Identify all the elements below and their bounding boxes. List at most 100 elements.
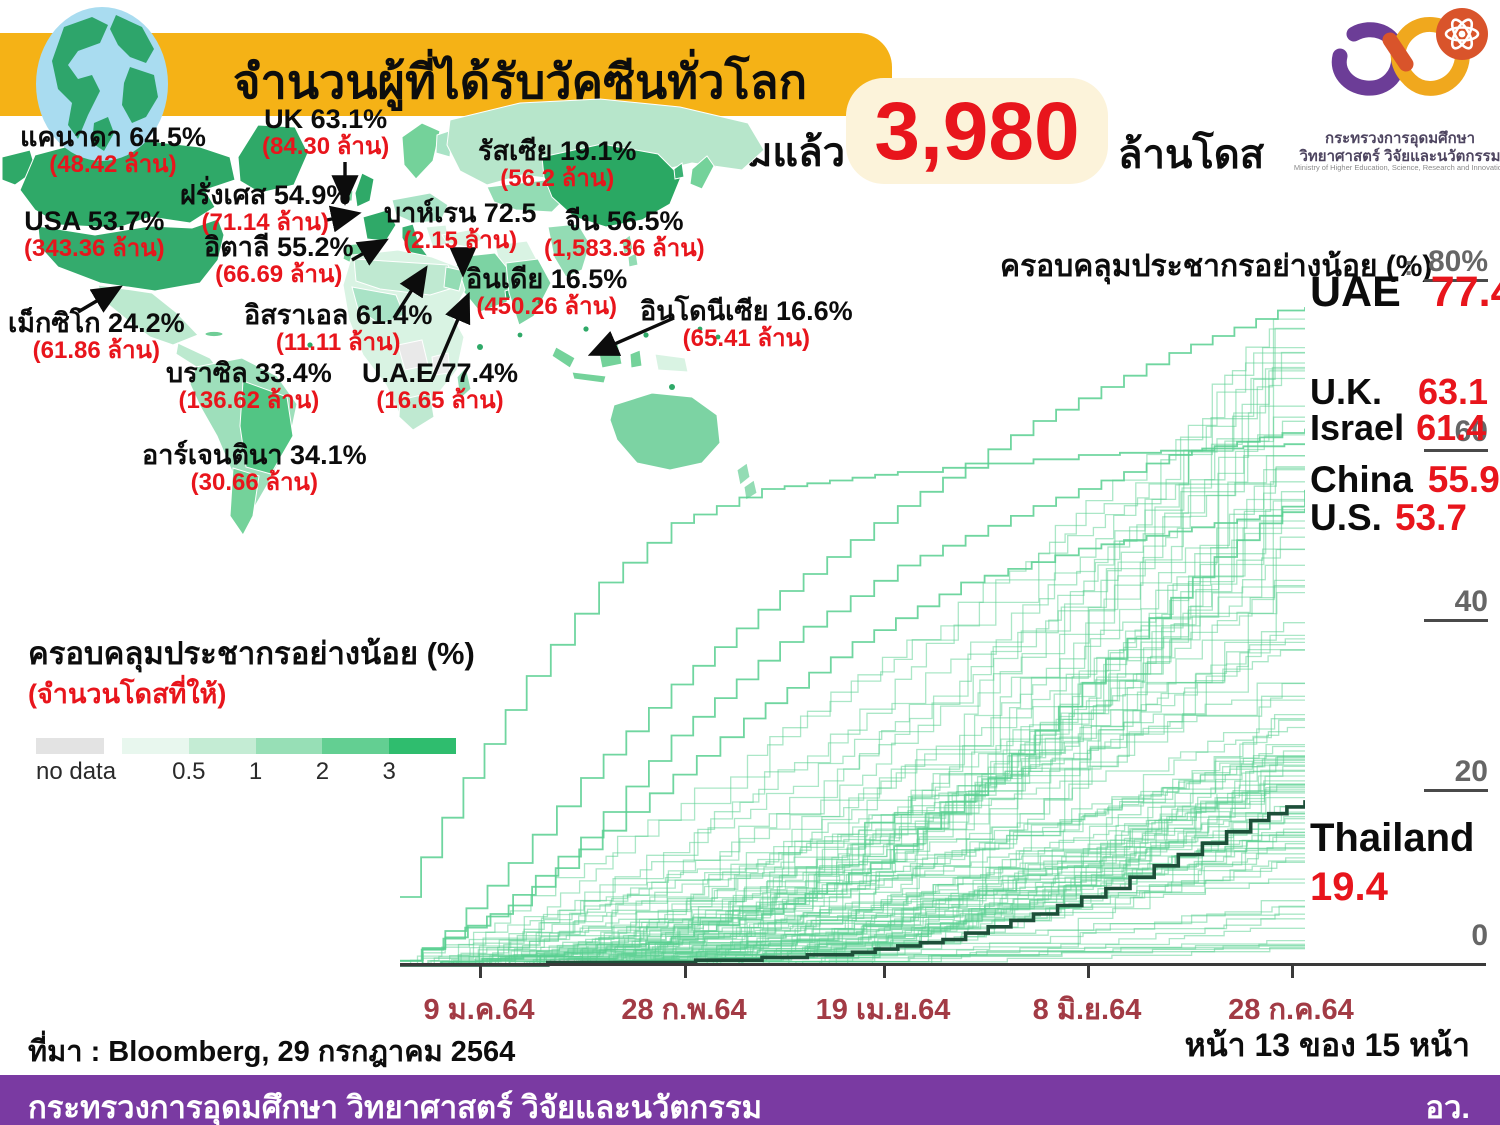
globe-icon (36, 7, 168, 161)
logo-text-line1: กระทรวงการอุดมศึกษา (1325, 130, 1475, 147)
country-doses: (16.65 ล้าน) (376, 387, 504, 415)
chart-line (425, 362, 1305, 966)
country-name: อินเดีย 16.5% (466, 264, 628, 294)
callout-country: Thailand (1310, 816, 1475, 860)
country-doses: (71.14 ล้าน) (201, 209, 329, 237)
legend-color-segment (122, 738, 189, 754)
legend-tick-3: 3 (382, 758, 396, 785)
footer-abbreviation: อว. (1425, 1090, 1470, 1125)
map-label-canada: แคนาดา 64.5% (48.42 ล้าน) (20, 122, 206, 179)
map-label-argentina: อาร์เจนตินา 34.1% (30.66 ล้าน) (142, 440, 367, 497)
chart-line (746, 780, 1305, 966)
legend-tick-2: 2 (315, 758, 330, 785)
y-tick-60: 60 (1424, 415, 1488, 452)
chart-line (514, 509, 1305, 966)
total-suffix: ล้านโดส (1118, 133, 1265, 177)
chart-line (400, 443, 1305, 898)
callout-us: U.S. 53.7 (1310, 497, 1467, 539)
country-doses: (343.36 ล้าน) (24, 235, 165, 263)
map-label-indonesia: อินโดนีเซีย 16.6% (65.41 ล้าน) (640, 296, 853, 353)
callout-country: U.K. (1310, 371, 1382, 412)
country-name: USA 53.7% (24, 206, 165, 236)
country-name: อิตาลี 55.2% (204, 232, 354, 262)
page-indicator: หน้า 13 ของ 15 หน้า (1184, 1027, 1470, 1063)
country-name: บาห์เรน 72.5 (384, 198, 537, 228)
map-label-china: จีน 56.5% (1,583.36 ล้าน) (544, 206, 705, 263)
chart-line (438, 784, 1305, 966)
x-tickmark (479, 965, 482, 978)
y-tick-0: 0 (1471, 919, 1488, 952)
chart-line (419, 648, 1305, 966)
x-tick-label: 8 มิ.ย.64 (1032, 994, 1142, 1026)
country-name: รัสเซีย 19.1% (478, 136, 637, 166)
callout-thailand: Thailand 19.4 (1310, 816, 1474, 910)
callout-country: China (1310, 459, 1413, 500)
map-label-india: อินเดีย 16.5% (450.26 ล้าน) (466, 264, 627, 321)
map-label-israel: อิสราเอล 61.4% (11.11 ล้าน) (244, 300, 432, 357)
chart-line (428, 434, 1305, 965)
country-doses: (66.69 ล้าน) (215, 261, 343, 289)
map-argentina (229, 467, 260, 536)
callout-value: 61.4 (1416, 407, 1487, 448)
country-name: เม็กซิโก 24.2% (8, 308, 185, 338)
y-tick-80%: 80% (1424, 245, 1488, 282)
vaccination-line-chart (400, 307, 1305, 967)
chart-line (432, 366, 1305, 966)
x-tickmark (1291, 965, 1294, 978)
callout-israel: Israel 61.4 (1310, 407, 1486, 449)
country-name: อาร์เจนตินา 34.1% (142, 440, 367, 470)
callout-value: 63.1 (1418, 371, 1489, 412)
footer-ministry-name: กระทรวงการอุดมศึกษา วิทยาศาสตร์ วิจัยและ… (28, 1090, 763, 1125)
source-text: ที่มา : Bloomberg, 29 กรกฎาคม 2564 (28, 1036, 516, 1068)
y-tick-40: 40 (1424, 585, 1488, 622)
country-doses: (65.41 ล้าน) (682, 325, 810, 353)
x-tick-label: 28 ก.พ.64 (621, 994, 747, 1026)
footer-bar (0, 1075, 1500, 1125)
arrow-indonesia (587, 316, 675, 356)
map-arrows (77, 162, 675, 381)
arrow-israel (392, 265, 428, 319)
country-doses: (61.86 ล้าน) (32, 337, 160, 365)
page-title: จำนวนผู้ที่ได้รับวัคซีนทั่วโลก (232, 55, 808, 108)
chart-line (410, 564, 1305, 966)
chart-line (416, 346, 1305, 966)
chart-line (563, 416, 1305, 966)
chart-line (478, 420, 1305, 965)
country-name: บราซิล 33.4% (166, 358, 332, 388)
country-doses: (450.26 ล้าน) (476, 293, 617, 321)
callout-value: 53.7 (1394, 497, 1467, 538)
legend-color-scale (122, 738, 456, 754)
arrow-uae (430, 291, 471, 381)
chart-line (484, 405, 1305, 966)
x-tickmark (1087, 965, 1090, 978)
callout-value: 77.4 (1430, 268, 1500, 316)
chart-line (400, 800, 1305, 967)
map-brazil (239, 380, 294, 475)
map-label-uae: U.A.E 77.4% (16.65 ล้าน) (362, 358, 518, 415)
chart-line (505, 682, 1305, 966)
chart-line (415, 682, 1305, 966)
map-label-italy: อิตาลี 55.2% (66.69 ล้าน) (204, 232, 354, 289)
x-axis-line (400, 963, 1486, 966)
chart-line (541, 765, 1305, 966)
legend-color-segment (255, 738, 323, 754)
chart-line (444, 548, 1305, 966)
x-tick-label: 28 ก.ค.64 (1228, 994, 1354, 1026)
legend-tick-1: 1 (248, 758, 263, 785)
y-tick-20: 20 (1424, 755, 1488, 792)
legend-no-data-label: no data (36, 758, 117, 785)
chart-line (409, 818, 1305, 966)
map-label-france: ฝรั่งเศส 54.9% (71.14 ล้าน) (180, 180, 350, 237)
callout-china: China 55.9 (1310, 459, 1500, 501)
map-label-bahrain: บาห์เรน 72.5 (2.15 ล้าน) (384, 198, 536, 255)
map-japan (689, 155, 715, 190)
x-tickmark (684, 965, 687, 978)
chart-line (748, 743, 1305, 966)
country-doses: (30.66 ล้าน) (190, 469, 318, 497)
callout-country: UAE (1310, 268, 1401, 316)
chart-line (464, 745, 1305, 966)
arrow-italy (351, 238, 389, 266)
chart-line (748, 469, 1305, 966)
country-name: อินโดนีเซีย 16.6% (640, 296, 853, 326)
